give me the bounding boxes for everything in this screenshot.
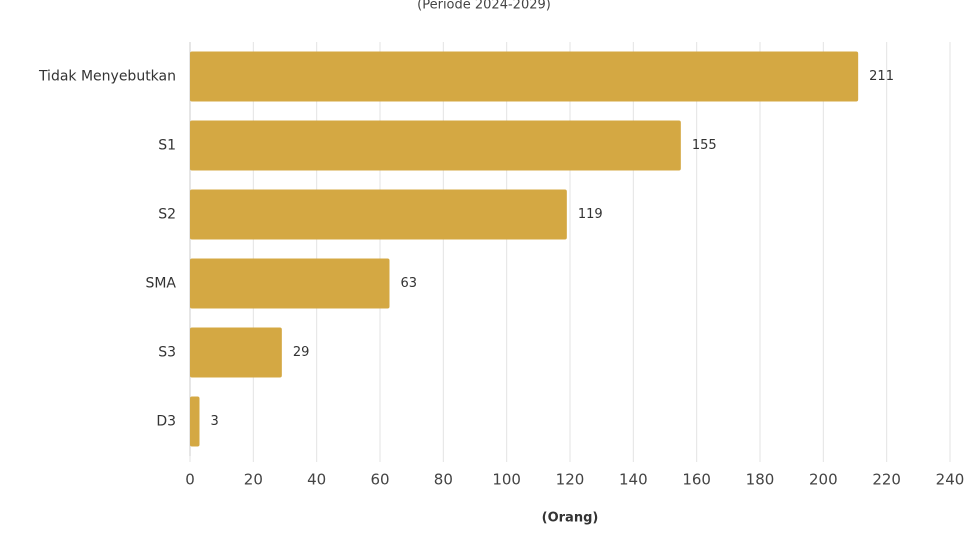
y-tick-label: D3	[156, 414, 176, 430]
x-tick-label: 120	[556, 471, 585, 489]
x-tick-label: 160	[682, 471, 711, 489]
x-tick-label: 180	[746, 471, 775, 489]
x-tick-label: 140	[619, 471, 648, 489]
y-tick-label: SMA	[145, 276, 176, 292]
x-tick-label: 80	[434, 471, 453, 489]
bar	[190, 396, 200, 447]
x-tick-label: 200	[809, 471, 838, 489]
value-label: 3	[211, 414, 219, 429]
y-tick-label: Tidak Menyebutkan	[38, 69, 176, 85]
bar	[190, 189, 567, 240]
x-tick-label: 40	[307, 471, 326, 489]
chart-subtitle: (Periode 2024-2029)	[417, 0, 551, 13]
x-axis-title: (Orang)	[542, 511, 599, 526]
x-tick-label: 20	[244, 471, 263, 489]
value-label: 63	[401, 276, 418, 291]
x-tick-label: 60	[370, 471, 389, 489]
value-label: 155	[692, 138, 717, 153]
x-tick-label: 100	[492, 471, 521, 489]
x-tick-label: 220	[872, 471, 901, 489]
x-tick-label: 240	[936, 471, 965, 489]
value-label: 29	[293, 345, 310, 360]
value-label: 119	[578, 207, 603, 222]
value-label: 211	[869, 69, 894, 84]
y-tick-label: S1	[158, 138, 176, 154]
bar	[190, 327, 282, 378]
x-tick-label: 0	[185, 471, 195, 489]
bar	[190, 258, 390, 309]
bar	[190, 120, 681, 171]
bar	[190, 51, 859, 102]
y-tick-label: S3	[158, 345, 176, 361]
y-tick-label: S2	[158, 207, 176, 223]
